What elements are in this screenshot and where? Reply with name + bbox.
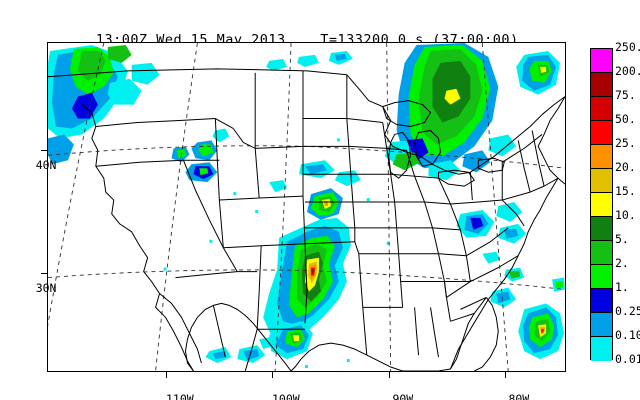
precip-scattered: [163, 138, 390, 369]
graticule-layer: [48, 43, 565, 371]
colorbar-band-75: [591, 97, 612, 121]
x-tick-label-90w: 90W: [392, 392, 414, 400]
colorbar-tick-200: 200.: [615, 64, 640, 78]
colorbar-band-200: [591, 73, 612, 97]
x-tick-mark-80w: [505, 372, 507, 378]
colorbar-tick-10: 10.: [615, 208, 636, 222]
colorbar-band-0.25: [591, 313, 612, 337]
precip-midatlantic: [456, 202, 523, 238]
colorbar-band-250: [591, 49, 612, 73]
colorbar-band-0.10: [591, 337, 612, 361]
x-tick-mark-100w: [272, 372, 274, 378]
map-panel: [47, 42, 566, 372]
precip-texas: [205, 160, 361, 364]
x-tick-label-80w: 80W: [508, 392, 530, 400]
colorbar-band-15: [591, 193, 612, 217]
colorbar-tick-0.01: 0.01: [615, 352, 640, 366]
colorbar-band-5: [591, 241, 612, 265]
colorbar-labels: 250. 200. 75. 50. 25. 20. 15. 10. 5. 2. 1. 0.25 0.10…: [615, 41, 640, 364]
colorbar-tick-15: 15.: [615, 184, 636, 198]
colorbar-tick-0.25: 0.25: [615, 304, 640, 318]
colorbar-tick-1: 1.: [615, 280, 629, 294]
precip-rockies: [171, 128, 230, 183]
colorbar: [590, 48, 613, 361]
y-tick-mark-40n: [41, 150, 47, 152]
y-tick-mark-30n: [41, 273, 47, 275]
precip-northern-plains: [266, 50, 353, 71]
colorbar-tick-50: 50.: [615, 112, 636, 126]
precip-pacific-northwest: [48, 44, 160, 165]
colorbar-band-10: [591, 217, 612, 241]
colorbar-tick-2: 2.: [615, 256, 629, 270]
x-tick-label-100w: 100W: [272, 392, 300, 400]
colorbar-tick-5: 5.: [615, 232, 629, 246]
colorbar-band-20: [591, 169, 612, 193]
colorbar-tick-75: 75.: [615, 88, 636, 102]
colorbar-tick-0.10: 0.10: [615, 328, 640, 342]
colorbar-band-50: [591, 121, 612, 145]
colorbar-tick-250: 250.: [615, 40, 640, 54]
precip-great-lakes: [384, 43, 517, 181]
colorbar-band-2: [591, 265, 612, 289]
x-tick-label-110w: 110W: [166, 392, 194, 400]
colorbar-tick-25: 25.: [615, 136, 636, 150]
x-tick-mark-90w: [389, 372, 391, 378]
colorbar-band-1: [591, 289, 612, 313]
precip-southeast: [482, 223, 527, 264]
y-tick-label-40n: 40N: [35, 158, 57, 172]
colorbar-tick-20: 20.: [615, 160, 636, 174]
y-tick-label-30n: 30N: [35, 281, 57, 295]
map-canvas: [48, 43, 565, 371]
colorbar-band-25: [591, 145, 612, 169]
precipitation-layer: [48, 43, 565, 369]
precip-northeast: [516, 50, 561, 95]
precip-bahamas: [490, 267, 565, 360]
geography-layer: [48, 68, 565, 371]
x-tick-mark-110w: [166, 372, 168, 378]
